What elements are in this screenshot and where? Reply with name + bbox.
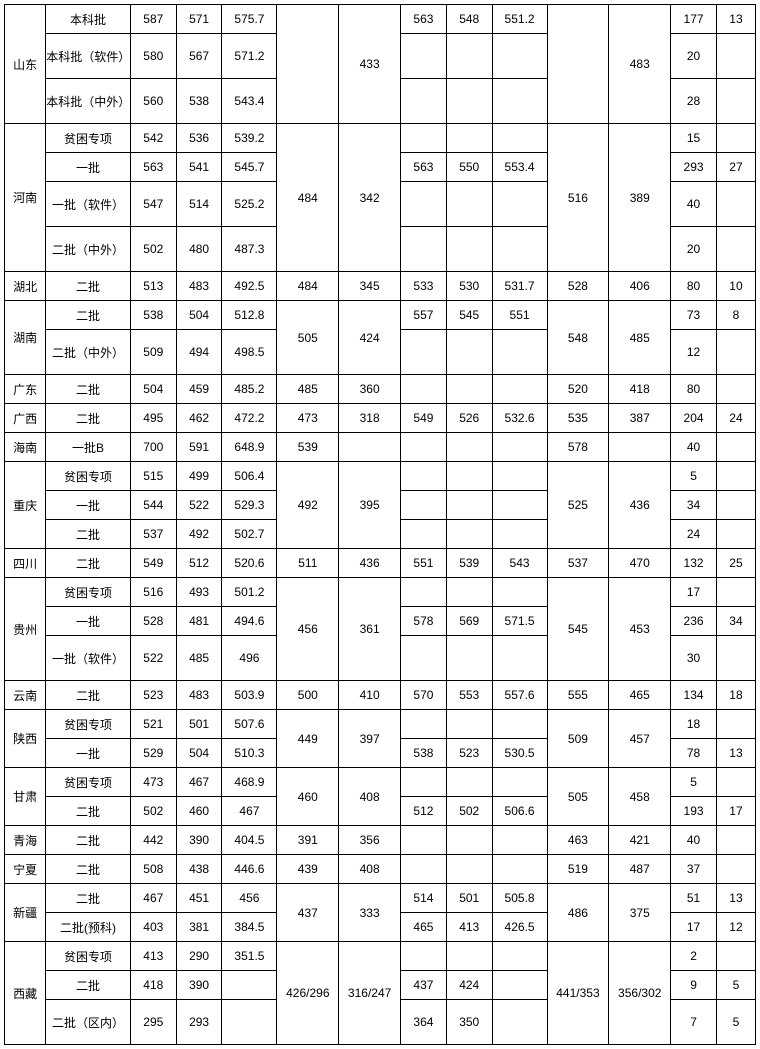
province-cell: 广西 [5, 404, 46, 433]
table-row: 西藏 贫困专项 413 290 351.5 426/296 316/247 44… [5, 942, 756, 971]
batch-cell: 贫困专项 [46, 710, 131, 739]
province-cell: 四川 [5, 549, 46, 578]
batch-cell: 二批 [46, 855, 131, 884]
province-cell: 云南 [5, 681, 46, 710]
province-cell: 新疆 [5, 884, 46, 942]
province-cell: 甘肃 [5, 768, 46, 826]
batch-cell: 一批 [46, 739, 131, 768]
batch-cell: 一批 [46, 491, 131, 520]
batch-cell: 二批 [46, 272, 131, 301]
batch-cell: 二批 [46, 375, 131, 404]
province-cell: 广东 [5, 375, 46, 404]
admission-score-table: 山东 本科批 587 571 575.7 433 563 548 551.2 4… [4, 4, 756, 1045]
batch-cell: 二批 [46, 971, 131, 1000]
province-cell: 西藏 [5, 942, 46, 1045]
batch-cell: 一批（软件） [46, 636, 131, 681]
table-row: 贵州 贫困专项 516 493 501.2 456 361 545 453 17 [5, 578, 756, 607]
table-row: 重庆 贫困专项 515 499 506.4 492 395 525 436 5 [5, 462, 756, 491]
table-row: 陕西 贫困专项 521 501 507.6 449 397 509 457 18 [5, 710, 756, 739]
batch-cell: 二批（中外） [46, 227, 131, 272]
table-row: 湖北 二批 513 483 492.5 484 345 533 530 531.… [5, 272, 756, 301]
batch-cell: 二批（区内） [46, 1000, 131, 1045]
batch-cell: 贫困专项 [46, 578, 131, 607]
table-row: 云南 二批 523 483 503.9 500 410 570 553 557.… [5, 681, 756, 710]
batch-cell: 贫困专项 [46, 124, 131, 153]
batch-cell: 本科批 [46, 5, 131, 34]
batch-cell: 一批 [46, 607, 131, 636]
province-cell: 山东 [5, 5, 46, 124]
batch-cell: 二批 [46, 681, 131, 710]
batch-cell: 贫困专项 [46, 768, 131, 797]
table-row: 河南 贫困专项 542 536 539.2 484 342 516 389 15 [5, 124, 756, 153]
province-cell: 青海 [5, 826, 46, 855]
province-cell: 宁夏 [5, 855, 46, 884]
table-row: 湖南 二批 538 504 512.8 505 424 557 545 551 … [5, 301, 756, 330]
batch-cell: 贫困专项 [46, 942, 131, 971]
table-row: 广西 二批 495 462 472.2 473 318 549 526 532.… [5, 404, 756, 433]
province-cell: 海南 [5, 433, 46, 462]
table-row: 海南 一批B 700 591 648.9 539 578 40 [5, 433, 756, 462]
table-row: 山东 本科批 587 571 575.7 433 563 548 551.2 4… [5, 5, 756, 34]
table-row: 广东 二批 504 459 485.2 485 360 520 418 80 [5, 375, 756, 404]
province-cell: 重庆 [5, 462, 46, 549]
province-cell: 湖南 [5, 301, 46, 375]
batch-cell: 一批 [46, 153, 131, 182]
batch-cell: 二批 [46, 797, 131, 826]
province-cell: 湖北 [5, 272, 46, 301]
table-row: 新疆 二批 467 451 456 437 333 514 501 505.8 … [5, 884, 756, 913]
batch-cell: 二批 [46, 404, 131, 433]
province-cell: 河南 [5, 124, 46, 272]
batch-cell: 本科批（中外） [46, 79, 131, 124]
batch-cell: 二批 [46, 884, 131, 913]
table-row: 四川 二批 549 512 520.6 511 436 551 539 543 … [5, 549, 756, 578]
table-row: 青海 二批 442 390 404.5 391 356 463 421 40 [5, 826, 756, 855]
batch-cell: 贫困专项 [46, 462, 131, 491]
batch-cell: 本科批（软件） [46, 34, 131, 79]
batch-cell: 二批 [46, 301, 131, 330]
batch-cell: 二批 [46, 826, 131, 855]
province-cell: 陕西 [5, 710, 46, 768]
batch-cell: 二批(预科) [46, 913, 131, 942]
batch-cell: 二批 [46, 520, 131, 549]
province-cell: 贵州 [5, 578, 46, 681]
batch-cell: 一批（软件） [46, 182, 131, 227]
batch-cell: 二批 [46, 549, 131, 578]
batch-cell: 一批B [46, 433, 131, 462]
table-row: 宁夏 二批 508 438 446.6 439 408 519 487 37 [5, 855, 756, 884]
batch-cell: 二批（中外） [46, 330, 131, 375]
table-row: 甘肃 贫困专项 473 467 468.9 460 408 505 458 5 [5, 768, 756, 797]
